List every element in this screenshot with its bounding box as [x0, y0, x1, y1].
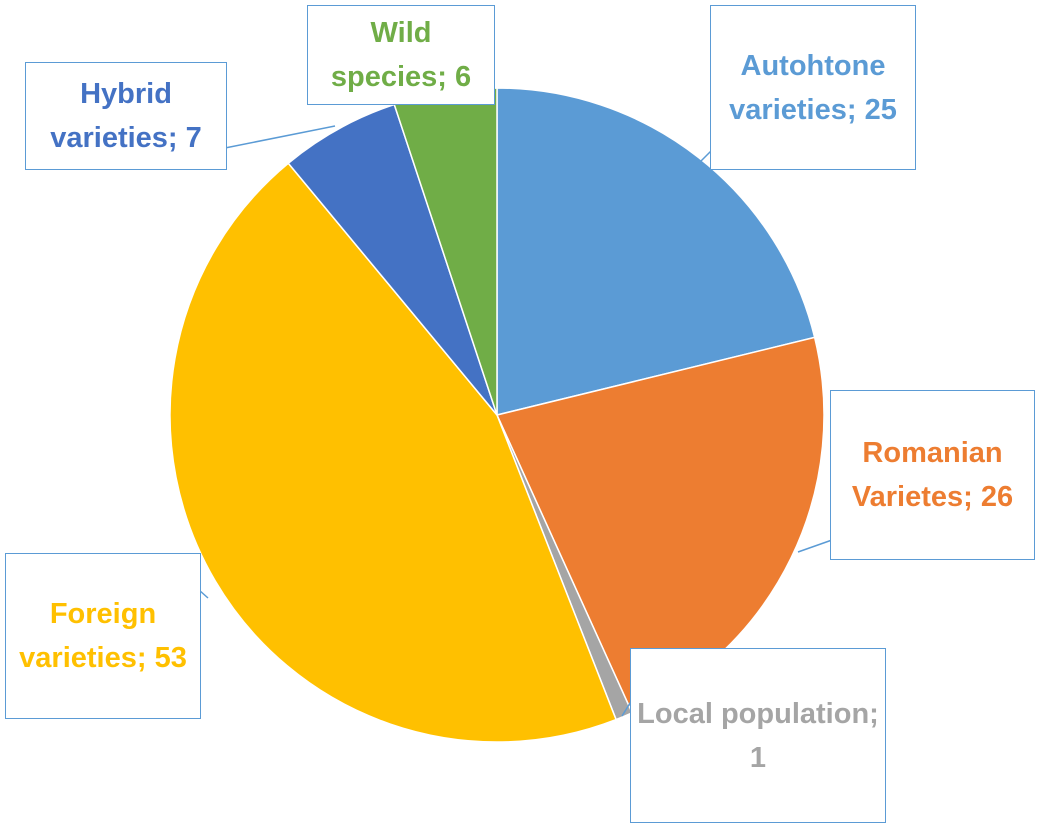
pie-slice	[287, 103, 498, 416]
data-label: Wild species; 6	[307, 5, 495, 105]
data-label: Hybrid varieties; 7	[25, 62, 227, 170]
data-label: Foreign varieties; 53	[5, 553, 201, 719]
data-label: Romanian Varietes; 26	[830, 390, 1035, 560]
pie-slice	[169, 162, 618, 743]
data-label: Autohtone varieties; 25	[710, 5, 916, 170]
leader-line	[224, 125, 336, 149]
leader-line	[797, 539, 833, 553]
data-label: Local population; 1	[630, 648, 886, 823]
pie-slice	[496, 87, 816, 416]
